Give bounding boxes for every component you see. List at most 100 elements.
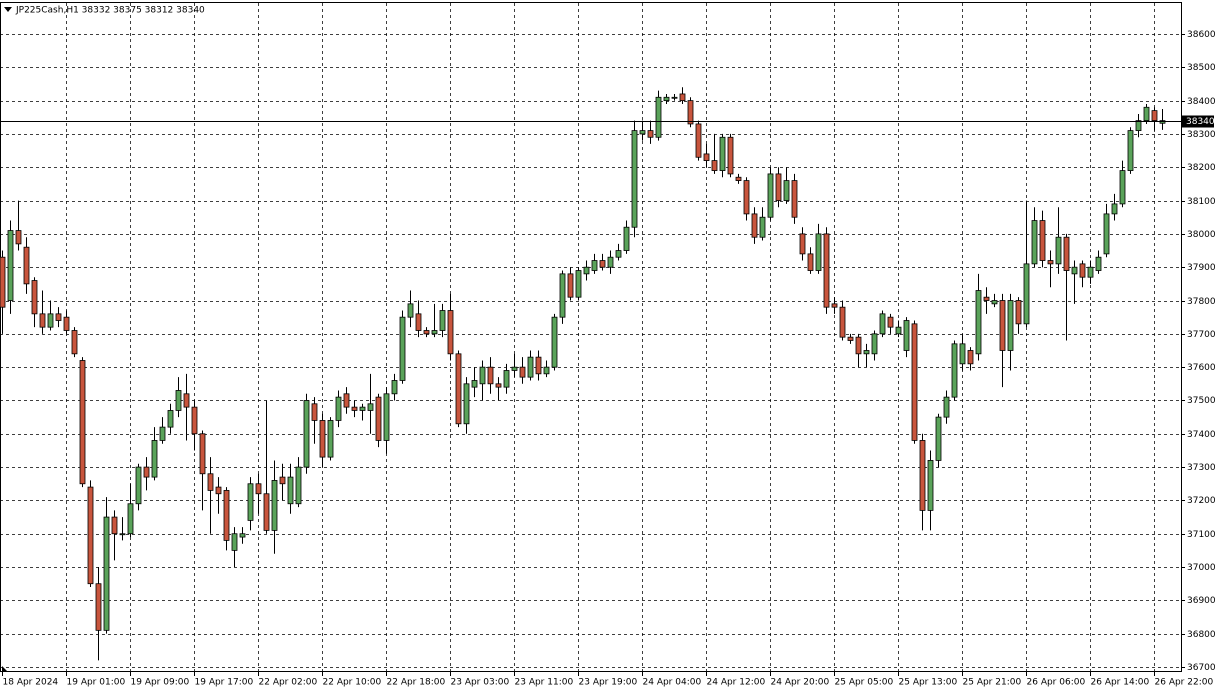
candle-body — [135, 466, 142, 505]
candle-body — [543, 366, 550, 375]
candle-body — [447, 310, 454, 355]
y-tick-label: 38300 — [1187, 130, 1216, 140]
candle-body — [295, 466, 302, 505]
y-tick-label: 37000 — [1187, 563, 1216, 573]
candle-body — [15, 230, 22, 245]
candle-body — [271, 480, 278, 531]
candle-body — [231, 533, 238, 551]
candle-body — [671, 96, 678, 99]
candle-body — [431, 330, 438, 335]
candle-body — [1135, 120, 1142, 132]
candle-body — [743, 180, 750, 215]
candle-body — [119, 533, 126, 536]
candle-body — [1103, 213, 1110, 255]
corner-arrow — [2, 666, 8, 672]
y-tick-label: 38200 — [1187, 163, 1216, 173]
x-tick-label: 23 Apr 19:00 — [579, 678, 638, 688]
candle-body — [207, 473, 214, 491]
candle-body — [959, 343, 966, 365]
candle-body — [927, 460, 934, 511]
candle-body — [415, 313, 422, 331]
candle-body — [199, 433, 206, 475]
candle-body — [519, 366, 526, 378]
candle-body — [215, 486, 222, 495]
candle-body — [79, 360, 86, 485]
x-tick-label: 19 Apr 09:00 — [131, 678, 190, 688]
candle-body — [167, 410, 174, 428]
candle-body — [703, 153, 710, 161]
candle-body — [159, 426, 166, 441]
candle-body — [991, 300, 998, 305]
candle-body — [751, 213, 758, 238]
candle-body — [967, 350, 974, 365]
candle-body — [175, 390, 182, 411]
x-tick-label: 23 Apr 03:00 — [451, 678, 510, 688]
candle-body — [151, 440, 158, 478]
candle-body — [943, 396, 950, 418]
x-tick-label: 25 Apr 21:00 — [963, 678, 1022, 688]
candle-body — [1055, 236, 1062, 265]
candle-body — [695, 123, 702, 158]
y-tick-label: 37100 — [1187, 530, 1216, 540]
candle-body — [367, 403, 374, 411]
candle-body — [391, 380, 398, 395]
y-tick-label: 37700 — [1187, 330, 1216, 340]
y-tick-label: 37900 — [1187, 263, 1216, 273]
candle-body — [807, 253, 814, 271]
y-tick-label: 37400 — [1187, 430, 1216, 440]
candle-body — [55, 313, 62, 321]
x-tick-label: 25 Apr 05:00 — [835, 678, 894, 688]
y-tick-label: 36700 — [1187, 663, 1216, 673]
candle-body — [63, 316, 70, 331]
candle-body — [895, 326, 902, 335]
x-tick-label: 25 Apr 13:00 — [899, 678, 958, 688]
candle-body — [775, 173, 782, 201]
x-tick-label: 26 Apr 06:00 — [1027, 678, 1086, 688]
candle-body — [31, 280, 38, 315]
y-tick-label: 36800 — [1187, 630, 1216, 640]
candle-body — [279, 476, 286, 485]
candle-body — [495, 383, 502, 388]
candle-body — [983, 296, 990, 301]
candle-body — [815, 233, 822, 271]
candle-body — [647, 130, 654, 138]
candle-body — [143, 466, 150, 478]
candle-body — [359, 406, 366, 411]
candle-body — [1151, 110, 1158, 122]
last-price-label: 38340 — [1186, 117, 1215, 127]
candle-body — [407, 303, 414, 318]
y-tick-label: 38400 — [1187, 97, 1216, 107]
candle-body — [831, 303, 838, 308]
candle-body — [591, 260, 598, 271]
candle-body — [951, 343, 958, 398]
candle-body — [223, 490, 230, 541]
candle-body — [879, 313, 886, 335]
candle-body — [1095, 256, 1102, 271]
candle-body — [679, 93, 686, 102]
candle-body — [1143, 106, 1150, 122]
candle-body — [103, 516, 110, 631]
x-tick-label: 22 Apr 10:00 — [323, 678, 382, 688]
candle-body — [343, 393, 350, 408]
candle-body — [439, 310, 446, 331]
candle-body — [39, 313, 46, 328]
candle-body — [575, 270, 582, 298]
x-tick-label: 26 Apr 14:00 — [1091, 678, 1150, 688]
candle-body — [919, 440, 926, 511]
candle-body — [191, 406, 198, 435]
candle-body — [335, 396, 342, 421]
candle-body — [727, 136, 734, 175]
candle-body — [399, 316, 406, 381]
candle-body — [503, 370, 510, 388]
candle-body — [455, 353, 462, 425]
candle-body — [1087, 266, 1094, 278]
candle-body — [535, 356, 542, 375]
candle-body — [911, 323, 918, 441]
candle-body — [663, 96, 670, 102]
x-tick-label: 24 Apr 12:00 — [707, 678, 766, 688]
candle-body — [1039, 220, 1046, 261]
candle-body — [463, 383, 470, 425]
candle-body — [999, 300, 1006, 351]
candle-body — [599, 260, 606, 268]
